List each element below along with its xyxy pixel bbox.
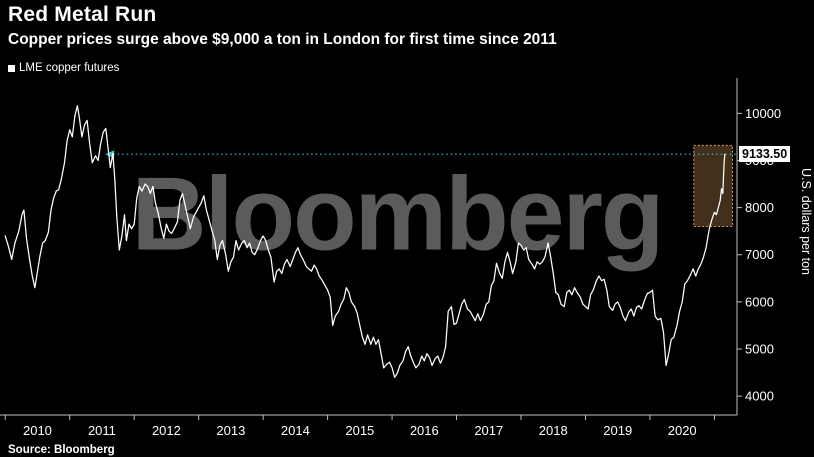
- x-tick-label: 2018: [539, 423, 568, 438]
- chart-subtitle: Copper prices surge above $9,000 a ton i…: [8, 31, 557, 48]
- chart-title: Red Metal Run: [8, 3, 157, 26]
- x-tick-label: 2011: [88, 423, 116, 438]
- x-tick-label: 2015: [345, 423, 374, 438]
- x-tick-label: 2012: [152, 423, 181, 438]
- x-tick-label: 2019: [603, 423, 632, 438]
- y-axis-unit-label: U.S. dollars per ton: [799, 168, 813, 275]
- x-tick-label: 2014: [281, 423, 310, 438]
- legend-swatch-icon: [8, 64, 15, 72]
- surge-highlight-box: [693, 144, 733, 227]
- y-tick-label: 6000: [745, 294, 774, 309]
- legend: LME copper futures: [8, 62, 119, 74]
- x-tick-label: 2013: [216, 423, 245, 438]
- y-tick-label: 7000: [745, 247, 774, 262]
- price-callout-label: 9133.50: [739, 146, 791, 162]
- bloomberg-watermark: Bloomberg: [131, 156, 665, 273]
- copper-price-line: [4, 105, 726, 378]
- source-attribution: Source: Bloomberg: [8, 444, 115, 456]
- y-tick-label: 5000: [745, 342, 774, 357]
- legend-label: LME copper futures: [19, 62, 120, 74]
- y-tick-label: 8000: [745, 200, 774, 215]
- y-tick-label: 10000: [745, 106, 781, 121]
- x-tick-label: 2010: [23, 423, 52, 438]
- y-tick-label: 4000: [745, 389, 774, 404]
- x-tick-label: 2017: [474, 423, 503, 438]
- x-tick-label: 2016: [410, 423, 439, 438]
- x-tick-label: 2020: [668, 423, 697, 438]
